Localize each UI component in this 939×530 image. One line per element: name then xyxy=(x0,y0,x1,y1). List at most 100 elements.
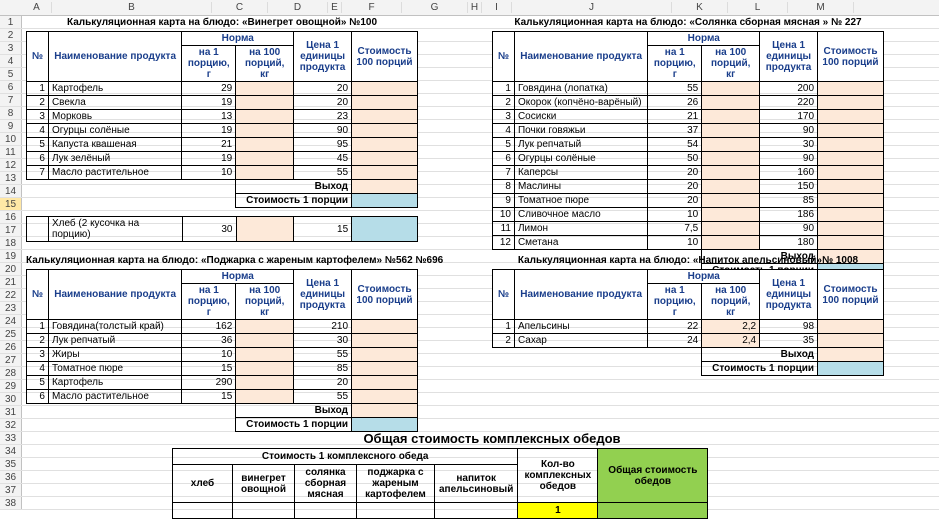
cell-num[interactable]: 12 xyxy=(493,236,515,250)
cell-num[interactable]: 3 xyxy=(27,110,49,124)
cell-name[interactable]: Лук зелёный xyxy=(48,152,181,166)
cell-q100[interactable] xyxy=(702,96,760,110)
cost1p-cell[interactable] xyxy=(352,194,418,208)
cell-q100[interactable] xyxy=(702,82,760,96)
cell-q[interactable]: 54 xyxy=(648,138,702,152)
cell-name[interactable]: Лимон xyxy=(514,222,647,236)
col-K[interactable]: K xyxy=(672,2,728,13)
yield-cell[interactable] xyxy=(818,348,884,362)
cell-q[interactable]: 36 xyxy=(182,334,236,348)
cell-name[interactable]: Картофель xyxy=(48,82,181,96)
cell-name[interactable]: Масло растительное xyxy=(48,390,181,404)
cell-price[interactable]: 95 xyxy=(294,138,352,152)
cell-q[interactable]: 15 xyxy=(182,390,236,404)
cell-q100[interactable] xyxy=(702,152,760,166)
cell-q100[interactable]: 2,4 xyxy=(702,334,760,348)
sum-val-2[interactable] xyxy=(295,503,357,519)
col-J[interactable]: J xyxy=(512,2,672,13)
sum-val-4[interactable] xyxy=(435,503,518,519)
cell-q[interactable]: 290 xyxy=(182,376,236,390)
cell-cost[interactable] xyxy=(818,152,884,166)
cell-num[interactable]: 3 xyxy=(493,110,515,124)
col-C[interactable]: C xyxy=(212,2,268,13)
cell-q[interactable]: 22 xyxy=(648,320,702,334)
cell-q[interactable]: 21 xyxy=(648,110,702,124)
cell-price[interactable]: 90 xyxy=(760,222,818,236)
yield-cell[interactable] xyxy=(352,404,418,418)
cell-q[interactable]: 29 xyxy=(182,82,236,96)
cell-cost[interactable] xyxy=(818,320,884,334)
cell-price[interactable]: 98 xyxy=(760,320,818,334)
cell-cost[interactable] xyxy=(352,334,418,348)
cell-q100[interactable] xyxy=(702,138,760,152)
cell-name[interactable]: Почки говяжьи xyxy=(514,124,647,138)
cell-q100[interactable] xyxy=(236,166,294,180)
cell-cost[interactable] xyxy=(352,217,418,242)
cell-cost[interactable] xyxy=(352,110,418,124)
col-I[interactable]: I xyxy=(482,2,512,13)
cell-q[interactable]: 13 xyxy=(182,110,236,124)
cell-num[interactable]: 1 xyxy=(27,320,49,334)
cell-q[interactable]: 10 xyxy=(182,166,236,180)
cell-price[interactable]: 55 xyxy=(294,390,352,404)
cell-q[interactable]: 19 xyxy=(182,152,236,166)
cell-q[interactable]: 20 xyxy=(648,166,702,180)
cell-name[interactable]: Капуста квашеная xyxy=(48,138,181,152)
cell-q100[interactable]: 2,2 xyxy=(702,320,760,334)
cell-num[interactable]: 1 xyxy=(493,82,515,96)
cell-name[interactable]: Лук репчатый xyxy=(48,334,181,348)
cell-name[interactable]: Говядина (лопатка) xyxy=(514,82,647,96)
cell-name[interactable]: Хлеб (2 кусочка на порцию) xyxy=(48,217,182,242)
cell-cost[interactable] xyxy=(818,82,884,96)
cell-num[interactable]: 3 xyxy=(27,348,49,362)
cell-price[interactable]: 30 xyxy=(760,138,818,152)
cell-price[interactable]: 186 xyxy=(760,208,818,222)
col-L[interactable]: L xyxy=(728,2,788,13)
cell-q[interactable]: 10 xyxy=(182,348,236,362)
cell-price[interactable]: 90 xyxy=(760,124,818,138)
cell-cost[interactable] xyxy=(818,334,884,348)
cell-name[interactable]: Каперсы xyxy=(514,166,647,180)
cell-cost[interactable] xyxy=(352,348,418,362)
cell-num[interactable]: 7 xyxy=(27,166,49,180)
cell-price[interactable]: 30 xyxy=(294,334,352,348)
cell-q[interactable]: 15 xyxy=(182,362,236,376)
cell-num[interactable]: 2 xyxy=(493,334,515,348)
cell-q[interactable]: 20 xyxy=(648,180,702,194)
cell-name[interactable]: Картофель xyxy=(48,376,181,390)
cell-cost[interactable] xyxy=(818,124,884,138)
cell-q100[interactable] xyxy=(702,236,760,250)
cell-price[interactable]: 180 xyxy=(760,236,818,250)
cell-num[interactable]: 9 xyxy=(493,194,515,208)
cell-price[interactable]: 20 xyxy=(294,96,352,110)
cell-price[interactable]: 90 xyxy=(294,124,352,138)
cell-p[interactable]: 15 xyxy=(294,217,352,242)
cell-q[interactable]: 26 xyxy=(648,96,702,110)
cell-q100[interactable] xyxy=(236,96,294,110)
col-B[interactable]: B xyxy=(52,2,212,13)
cell-price[interactable]: 160 xyxy=(760,166,818,180)
cell-name[interactable]: Огурцы солёные xyxy=(48,124,181,138)
cell-price[interactable]: 20 xyxy=(294,82,352,96)
cell-name[interactable]: Морковь xyxy=(48,110,181,124)
cell-num[interactable]: 8 xyxy=(493,180,515,194)
sum-val-3[interactable] xyxy=(357,503,435,519)
cell-cost[interactable] xyxy=(818,208,884,222)
cell-price[interactable]: 90 xyxy=(760,152,818,166)
cell-cost[interactable] xyxy=(352,124,418,138)
sum-qty[interactable]: 1 xyxy=(518,503,598,519)
cell-cost[interactable] xyxy=(352,362,418,376)
cell-q[interactable]: 21 xyxy=(182,138,236,152)
cell-num[interactable]: 2 xyxy=(27,96,49,110)
cell-q[interactable]: 50 xyxy=(648,152,702,166)
cell-name[interactable]: Огурцы солёные xyxy=(514,152,647,166)
cell-name[interactable]: Лук репчатый xyxy=(514,138,647,152)
cell-q100[interactable] xyxy=(236,138,294,152)
cell-price[interactable]: 220 xyxy=(760,96,818,110)
cell-name[interactable]: Маслины xyxy=(514,180,647,194)
cell-q100[interactable] xyxy=(236,320,294,334)
cell-q100[interactable] xyxy=(702,166,760,180)
sum-val-0[interactable] xyxy=(173,503,233,519)
col-F[interactable]: F xyxy=(342,2,402,13)
cell-price[interactable]: 200 xyxy=(760,82,818,96)
